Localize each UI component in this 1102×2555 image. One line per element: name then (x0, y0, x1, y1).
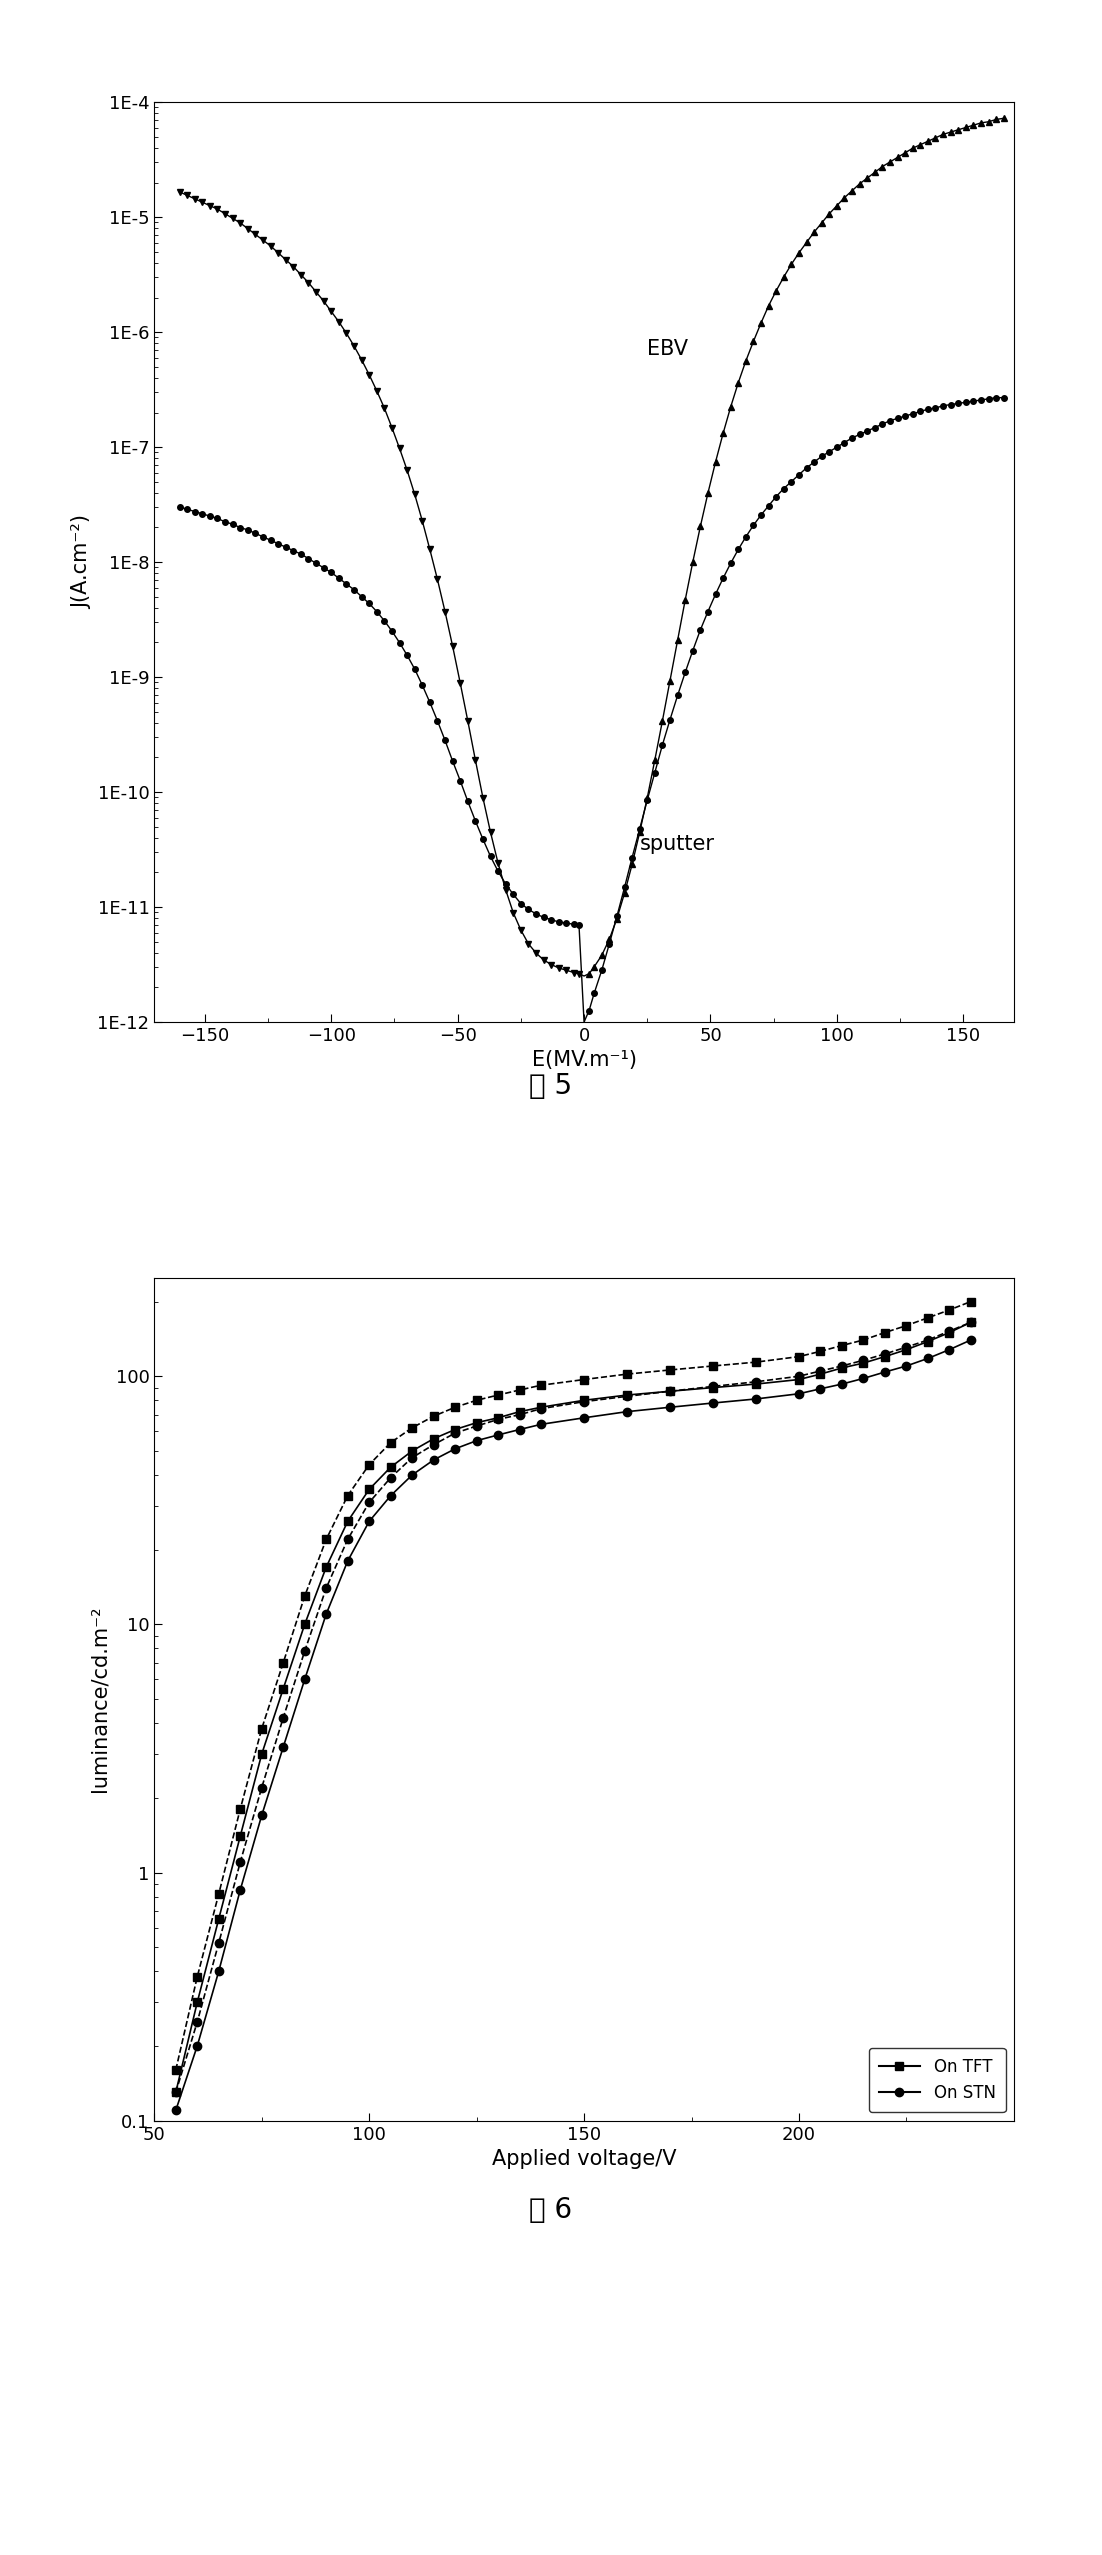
On STN (363, 1505, 376, 1536)
On STN (620, 1398, 634, 1428)
Text: 图 6: 图 6 (529, 2197, 573, 2223)
On STN (878, 1357, 892, 1387)
On TFT (256, 1740, 269, 1771)
On STN (170, 2095, 183, 2126)
On TFT (298, 1610, 312, 1640)
On TFT (835, 1352, 849, 1382)
On STN (385, 1479, 398, 1510)
On TFT (534, 1392, 548, 1423)
On TFT (449, 1413, 462, 1444)
On TFT (792, 1364, 806, 1395)
Legend: On TFT, On STN: On TFT, On STN (868, 2049, 1005, 2113)
On STN (298, 1663, 312, 1694)
Line: On STN: On STN (172, 1336, 975, 2116)
On TFT (191, 1988, 204, 2018)
On TFT (277, 1674, 290, 1704)
On TFT (234, 1822, 247, 1852)
On STN (749, 1385, 763, 1415)
On TFT (899, 1334, 912, 1364)
On TFT (663, 1377, 677, 1408)
On TFT (577, 1385, 591, 1415)
Line: On TFT: On TFT (172, 1318, 975, 2098)
On TFT (921, 1326, 934, 1357)
Text: 图 5: 图 5 (529, 1073, 573, 1099)
On STN (277, 1732, 290, 1763)
Text: EBV: EBV (647, 340, 689, 360)
On TFT (363, 1474, 376, 1505)
On STN (663, 1392, 677, 1423)
On STN (449, 1433, 462, 1464)
On TFT (706, 1372, 720, 1403)
On TFT (943, 1318, 957, 1349)
On TFT (857, 1346, 871, 1377)
On TFT (620, 1380, 634, 1410)
On STN (428, 1444, 441, 1474)
On STN (921, 1344, 934, 1375)
On STN (813, 1375, 826, 1405)
On STN (534, 1408, 548, 1438)
On STN (234, 1875, 247, 1906)
On STN (212, 1957, 226, 1988)
On STN (577, 1403, 591, 1433)
On TFT (212, 1903, 226, 1934)
On STN (191, 2031, 204, 2062)
On TFT (813, 1359, 826, 1390)
On STN (943, 1334, 957, 1364)
On STN (964, 1323, 977, 1354)
X-axis label: E(MV.m⁻¹): E(MV.m⁻¹) (531, 1050, 637, 1071)
On STN (491, 1421, 505, 1451)
On TFT (320, 1551, 333, 1582)
On STN (857, 1362, 871, 1392)
On TFT (964, 1308, 977, 1339)
On STN (899, 1352, 912, 1382)
On TFT (342, 1505, 355, 1536)
On STN (320, 1599, 333, 1630)
On TFT (749, 1369, 763, 1400)
On STN (256, 1801, 269, 1832)
On TFT (878, 1341, 892, 1372)
On STN (342, 1546, 355, 1576)
On TFT (385, 1451, 398, 1482)
On TFT (170, 2077, 183, 2108)
On STN (469, 1426, 483, 1456)
On TFT (406, 1436, 419, 1467)
On TFT (428, 1423, 441, 1454)
On TFT (469, 1408, 483, 1438)
Text: sputter: sputter (639, 833, 715, 853)
On TFT (491, 1403, 505, 1433)
On STN (792, 1380, 806, 1410)
On STN (406, 1459, 419, 1490)
Y-axis label: J(A.cm⁻²): J(A.cm⁻²) (72, 516, 91, 608)
X-axis label: Applied voltage/V: Applied voltage/V (491, 2149, 677, 2169)
On STN (514, 1413, 527, 1444)
On TFT (514, 1398, 527, 1428)
On STN (706, 1387, 720, 1418)
On STN (835, 1369, 849, 1400)
Y-axis label: luminance/cd.m⁻²: luminance/cd.m⁻² (90, 1605, 110, 1794)
